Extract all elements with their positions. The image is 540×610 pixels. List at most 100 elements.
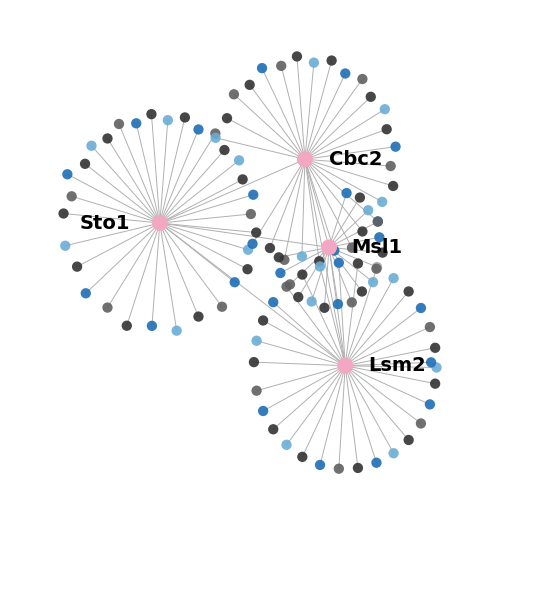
Point [334,300,342,309]
Point [252,228,260,237]
Point [354,463,362,473]
Point [348,243,356,253]
Point [372,264,381,274]
Point [431,343,440,353]
Point [357,287,366,296]
Text: Msl1: Msl1 [352,238,403,257]
Point [61,241,70,251]
Point [132,118,140,128]
Point [259,406,267,416]
Point [374,217,382,226]
Point [378,197,387,207]
Point [416,303,425,313]
Point [282,282,291,292]
Point [320,303,329,313]
Point [249,357,258,367]
Point [354,259,362,268]
Point [220,145,229,155]
Point [247,209,255,219]
Point [282,440,291,450]
Point [358,74,367,84]
Point [218,302,226,312]
Point [404,287,413,296]
Point [316,460,325,470]
Point [389,273,398,283]
Point [325,242,333,252]
Point [389,448,398,458]
Point [315,256,323,266]
Point [386,161,395,171]
Point [382,124,391,134]
Text: Lsm2: Lsm2 [368,356,426,375]
Point [156,218,164,228]
Point [342,188,351,198]
Point [103,134,112,143]
Point [392,142,400,151]
Point [330,246,339,256]
Point [280,255,289,265]
Point [341,361,349,371]
Point [364,206,373,215]
Point [248,239,257,249]
Point [334,258,343,268]
Point [114,119,123,129]
Point [147,109,156,119]
Point [73,262,82,271]
Point [266,243,274,253]
Point [211,133,220,143]
Point [293,52,301,62]
Point [327,56,336,65]
Point [211,129,220,138]
Point [244,245,252,254]
Point [222,113,231,123]
Point [238,174,247,184]
Point [231,278,239,287]
Point [431,379,440,389]
Point [277,61,286,71]
Point [355,193,364,203]
Point [341,68,349,78]
Point [194,124,203,134]
Point [258,63,266,73]
Text: Cbc2: Cbc2 [329,150,383,169]
Point [245,80,254,90]
Point [372,458,381,468]
Point [286,279,294,289]
Point [298,452,307,462]
Point [269,297,278,307]
Point [274,253,283,262]
Point [375,232,384,242]
Point [301,154,309,164]
Point [426,400,434,409]
Point [416,418,425,428]
Point [379,248,387,257]
Point [252,336,261,346]
Point [81,159,90,169]
Point [316,262,325,271]
Point [334,464,343,473]
Point [87,141,96,151]
Point [298,270,307,279]
Point [180,113,189,123]
Point [374,217,382,226]
Point [276,268,285,278]
Point [389,181,397,191]
Point [347,298,356,307]
Point [358,226,367,236]
Point [172,326,181,336]
Point [252,386,261,395]
Point [147,321,156,331]
Point [194,312,203,321]
Point [307,296,316,306]
Point [235,156,244,165]
Point [269,425,278,434]
Point [123,321,131,331]
Point [63,170,72,179]
Point [373,262,381,272]
Point [426,322,434,332]
Text: Sto1: Sto1 [80,214,130,232]
Point [68,192,76,201]
Point [427,357,435,367]
Point [103,303,112,312]
Point [249,190,258,199]
